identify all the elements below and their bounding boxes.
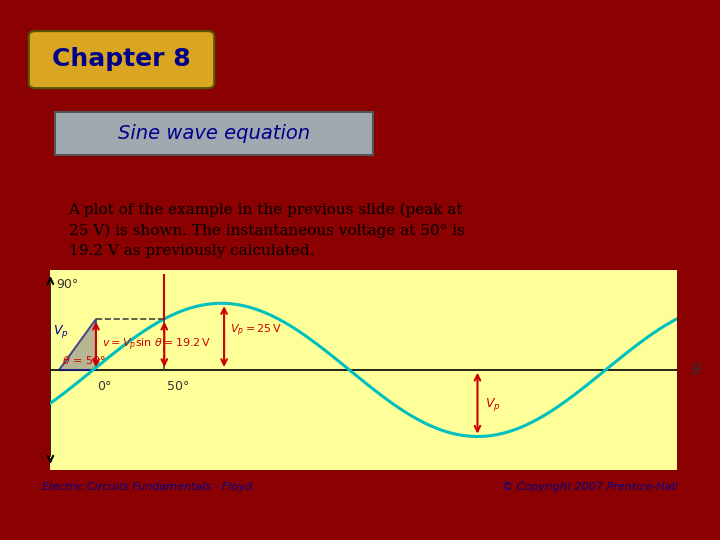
Polygon shape [59,319,96,370]
Text: $V_p$: $V_p$ [53,323,69,340]
Text: $v = V_p\sin\,\theta = 19.2\,\mathrm{V}$: $v = V_p\sin\,\theta = 19.2\,\mathrm{V}$ [102,336,210,353]
FancyBboxPatch shape [29,31,215,88]
Text: $V_p = 25\,\mathrm{V}$: $V_p = 25\,\mathrm{V}$ [230,323,282,340]
Text: $\theta$: $\theta$ [691,362,702,378]
Text: 0°: 0° [97,380,112,393]
Bar [55,112,373,154]
Text: Sine wave equation: Sine wave equation [118,124,310,143]
Text: 50°: 50° [167,380,189,393]
Text: 90°: 90° [56,278,78,291]
Text: Chapter 8: Chapter 8 [53,46,191,71]
Text: $V_p$: $V_p$ [485,396,500,413]
Text: Electric Circuits Fundamentals - Floyd: Electric Circuits Fundamentals - Floyd [42,482,252,492]
Text: © Copyright 2007 Prentice-Hall: © Copyright 2007 Prentice-Hall [502,482,678,492]
Text: A plot of the example in the previous slide (peak at
25 V) is shown. The instant: A plot of the example in the previous sl… [68,202,464,259]
Text: $\theta$ = 50°: $\theta$ = 50° [62,354,106,366]
